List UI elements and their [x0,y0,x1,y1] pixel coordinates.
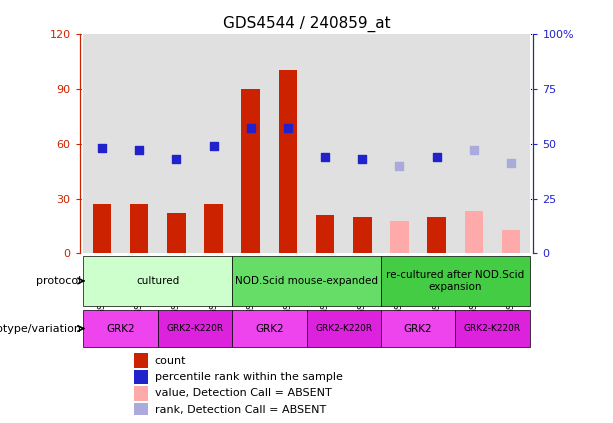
Bar [130,204,148,253]
Title: GDS4544 / 240859_at: GDS4544 / 240859_at [223,16,390,33]
Bar [93,204,112,253]
Bar [381,310,455,346]
Text: GRK2-K220R: GRK2-K220R [315,324,372,333]
Bar [269,34,306,253]
Point [97,145,107,151]
Text: NOD.Scid mouse-expanded: NOD.Scid mouse-expanded [235,276,378,286]
Bar [195,34,232,253]
Point [320,154,330,160]
Bar [427,217,446,253]
Bar [83,256,232,306]
Text: value, Detection Call = ABSENT: value, Detection Call = ABSENT [154,388,331,398]
Bar [390,220,409,253]
Bar [232,34,269,253]
Point [208,143,218,149]
Bar [134,353,148,368]
Text: protocol: protocol [36,276,82,286]
Bar [353,217,371,253]
Text: GRK2-K220R: GRK2-K220R [166,324,224,333]
Point [134,147,144,154]
Text: GRK2: GRK2 [106,324,135,333]
Bar [134,370,148,384]
Bar [83,34,121,253]
Text: GRK2-K220R: GRK2-K220R [464,324,521,333]
Text: genotype/variation: genotype/variation [0,324,82,333]
Bar [455,34,492,253]
Text: cultured: cultured [136,276,180,286]
Bar [134,403,148,417]
Bar [242,89,260,253]
Bar [418,34,455,253]
Point [246,125,256,132]
Point [357,156,367,162]
Bar [232,310,306,346]
Text: percentile rank within the sample: percentile rank within the sample [154,372,343,382]
Point [469,147,479,154]
Bar [306,34,344,253]
Bar [167,213,186,253]
Text: GRK2: GRK2 [404,324,432,333]
Point [283,125,293,132]
Bar [381,34,418,253]
Bar [492,34,530,253]
Point [395,162,405,169]
Bar [455,310,530,346]
Text: count: count [154,355,186,365]
Text: GRK2: GRK2 [255,324,284,333]
Text: rank, Detection Call = ABSENT: rank, Detection Call = ABSENT [154,405,326,415]
Bar [344,34,381,253]
Bar [134,386,148,401]
Bar [279,71,297,253]
Bar [381,256,530,306]
Point [432,154,441,160]
Bar [306,310,381,346]
Bar [121,34,158,253]
Bar [158,310,232,346]
Bar [316,215,334,253]
Point [172,156,181,162]
Point [506,160,516,167]
Bar [158,34,195,253]
Text: re-cultured after NOD.Scid
expansion: re-cultured after NOD.Scid expansion [386,270,524,292]
Bar [501,230,520,253]
Bar [83,310,158,346]
Bar [465,212,483,253]
Bar [204,204,223,253]
Bar [232,256,381,306]
